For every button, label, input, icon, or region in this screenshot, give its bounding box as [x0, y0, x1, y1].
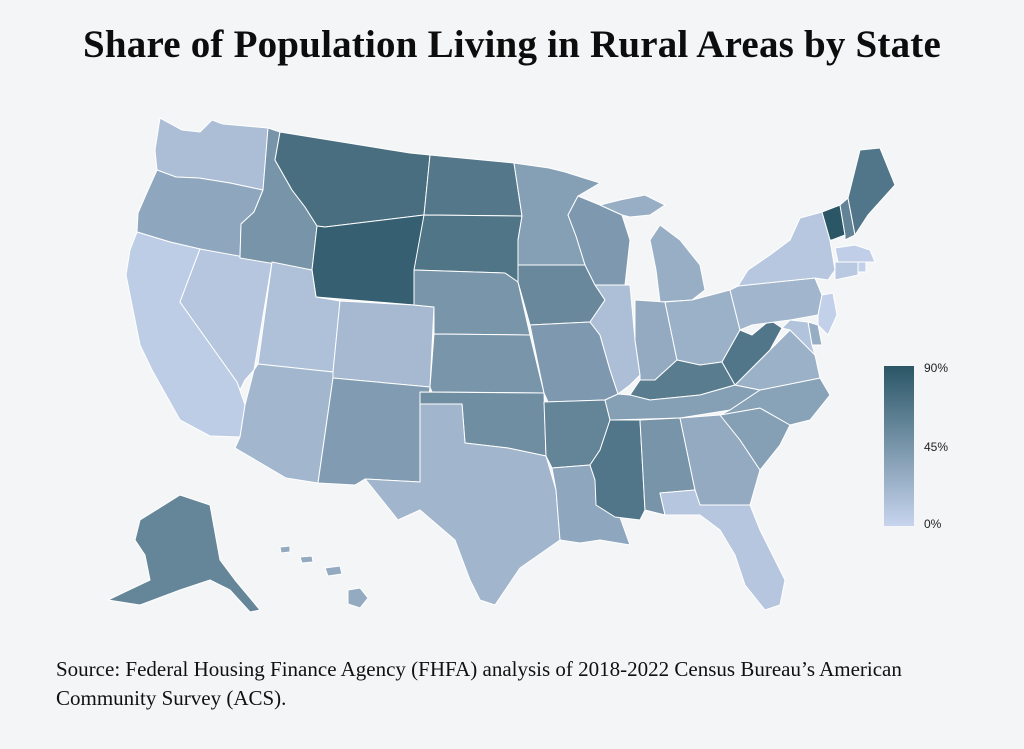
state-AK[interactable]	[107, 494, 261, 613]
state-CT[interactable]	[834, 261, 859, 281]
state-MI[interactable]	[649, 224, 706, 303]
state-VT[interactable]	[821, 204, 846, 241]
state-NM[interactable]	[317, 377, 431, 486]
state-MA[interactable]	[834, 244, 876, 263]
state-HI-3[interactable]	[299, 555, 314, 564]
state-WI[interactable]	[567, 195, 631, 286]
state-NV[interactable]	[179, 248, 273, 391]
state-HI-4[interactable]	[279, 545, 291, 554]
state-ND[interactable]	[423, 154, 523, 217]
state-HI-2[interactable]	[324, 565, 343, 577]
state-MD[interactable]	[781, 319, 816, 356]
legend-max-label: 90%	[924, 361, 949, 375]
color-legend: 90% 45% 0%	[884, 361, 964, 531]
state-MI-UP[interactable]	[599, 194, 666, 218]
map-title: Share of Population Living in Rural Area…	[82, 23, 941, 66]
legend-mid-label: 45%	[924, 440, 949, 454]
legend-min-label: 0%	[924, 517, 942, 531]
state-NH[interactable]	[839, 197, 856, 241]
state-ME[interactable]	[847, 147, 896, 236]
state-TX[interactable]	[364, 403, 561, 606]
state-CO[interactable]	[332, 300, 435, 388]
state-FL[interactable]	[659, 489, 786, 611]
source-note: Source: Federal Housing Finance Agency (…	[56, 657, 902, 710]
legend-gradient-bar	[884, 366, 914, 526]
state-NJ[interactable]	[817, 292, 838, 336]
state-HI-1[interactable]	[347, 587, 369, 609]
state-AZ[interactable]	[234, 363, 334, 484]
state-RI[interactable]	[857, 261, 867, 273]
state-WY[interactable]	[311, 214, 425, 306]
state-KS[interactable]	[429, 333, 545, 394]
state-NY[interactable]	[737, 211, 836, 287]
